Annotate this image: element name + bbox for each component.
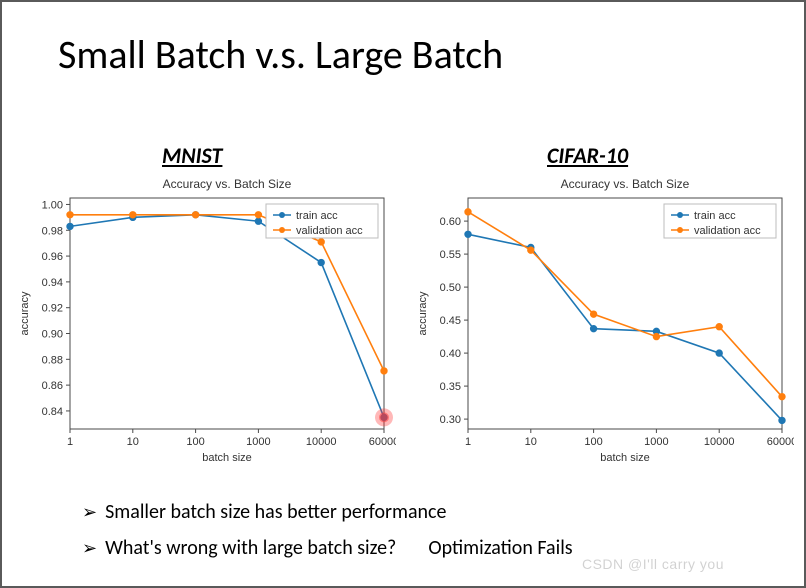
svg-text:validation acc: validation acc — [694, 225, 761, 237]
svg-text:0.30: 0.30 — [440, 414, 461, 426]
svg-text:0.98: 0.98 — [42, 225, 63, 237]
svg-text:0.92: 0.92 — [42, 303, 63, 315]
arrow-icon: ➢ — [82, 532, 97, 564]
svg-text:0.84: 0.84 — [42, 406, 63, 418]
svg-text:Accuracy vs. Batch Size: Accuracy vs. Batch Size — [163, 177, 292, 191]
slide: Small Batch v.s. Large Batch MNIST CIFAR… — [0, 0, 806, 588]
svg-text:0.86: 0.86 — [42, 380, 63, 392]
svg-text:10000: 10000 — [704, 436, 735, 448]
chart-title-mnist: MNIST — [162, 142, 222, 169]
chart-cifar10: Accuracy vs. Batch Size 0.30 0.35 0.40 0.45 0… — [412, 174, 794, 469]
svg-text:1.00: 1.00 — [42, 199, 63, 211]
svg-text:1000: 1000 — [246, 436, 270, 448]
svg-text:10000: 10000 — [306, 436, 337, 448]
svg-text:0.45: 0.45 — [440, 315, 461, 327]
svg-text:0.88: 0.88 — [42, 354, 63, 366]
watermark: CSDN @I'll carry you — [582, 556, 724, 572]
svg-text:100: 100 — [584, 436, 602, 448]
svg-text:60000: 60000 — [767, 436, 794, 448]
svg-text:0.90: 0.90 — [42, 329, 63, 341]
svg-text:accuracy: accuracy — [417, 291, 429, 336]
svg-text:0.94: 0.94 — [42, 277, 63, 289]
svg-text:Accuracy vs. Batch Size: Accuracy vs. Batch Size — [561, 177, 690, 191]
svg-text:1: 1 — [465, 436, 471, 448]
svg-text:validation acc: validation acc — [296, 225, 363, 237]
svg-text:0.96: 0.96 — [42, 251, 63, 263]
bullet-2: ➢ What's wrong with large batch size? Op… — [82, 530, 573, 566]
svg-text:100: 100 — [186, 436, 204, 448]
svg-text:0.50: 0.50 — [440, 282, 461, 294]
chart-title-cifar10: CIFAR-10 — [547, 142, 628, 169]
slide-title: Small Batch v.s. Large Batch — [58, 30, 503, 79]
svg-text:10: 10 — [127, 436, 139, 448]
svg-text:1000: 1000 — [644, 436, 668, 448]
svg-text:batch size: batch size — [600, 452, 650, 464]
svg-text:train acc: train acc — [694, 210, 736, 222]
svg-text:train acc: train acc — [296, 210, 338, 222]
arrow-icon: ➢ — [82, 496, 97, 528]
bullet-1-text: Smaller batch size has better performanc… — [105, 494, 446, 530]
svg-text:0.35: 0.35 — [440, 381, 461, 393]
svg-text:10: 10 — [525, 436, 537, 448]
svg-text:60000: 60000 — [369, 436, 396, 448]
svg-text:accuracy: accuracy — [19, 291, 31, 336]
chart-mnist: Accuracy vs. Batch Size 0.84 0.86 0.88 0.90 0… — [14, 174, 396, 469]
bullets: ➢ Smaller batch size has better performa… — [82, 494, 573, 566]
svg-text:0.40: 0.40 — [440, 348, 461, 360]
svg-text:0.60: 0.60 — [440, 216, 461, 228]
bullet-2-text: What's wrong with large batch size? — [105, 530, 396, 566]
svg-text:batch size: batch size — [202, 452, 252, 464]
bullet-1: ➢ Smaller batch size has better performa… — [82, 494, 573, 530]
svg-text:1: 1 — [67, 436, 73, 448]
bullet-2-answer: Optimization Fails — [428, 530, 572, 566]
svg-text:0.55: 0.55 — [440, 249, 461, 261]
